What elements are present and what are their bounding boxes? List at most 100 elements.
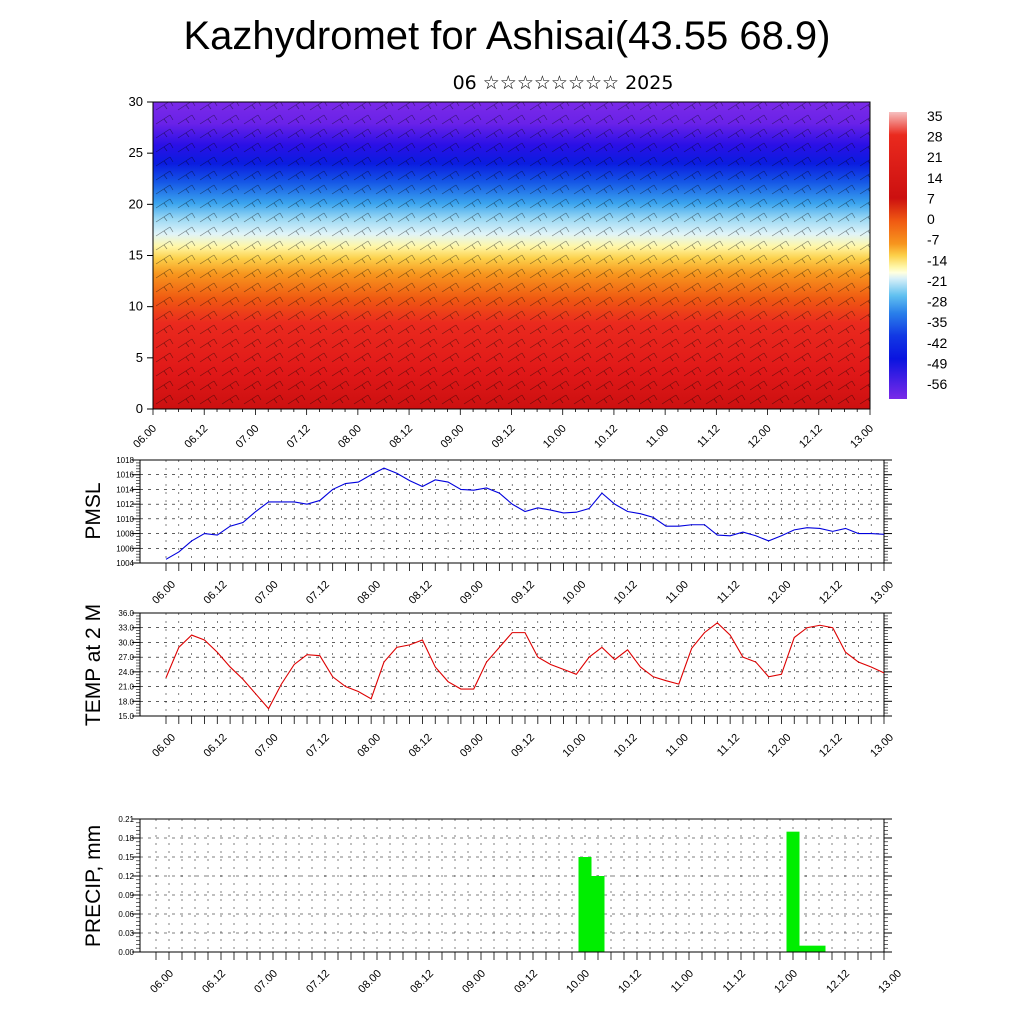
temp-x-tick-label: 09.12 [509,732,537,760]
pmsl-y-axis: 1004 1006 1008 1010 1012 1014 1016 1018 [116,456,892,568]
precip-x-tick-label: 13.00 [876,968,904,996]
cross-section-x-tick-label: 10.12 [592,423,620,451]
precip-y-tick-label: 0.12 [118,872,134,881]
cross-section-y-tick-label: 30 [129,94,143,109]
colorbar-labels: 35 28 21 14 7 0 -7 -14 -21 -28 -35 -42 -49 -56 [927,108,947,392]
precip-bar [799,945,813,952]
temp-x-tick-label: 09.00 [458,732,486,760]
colorbar-label: -28 [927,294,947,310]
pmsl-frame [139,459,885,564]
colorbar-label: -49 [927,355,947,371]
precip-y-tick-label: 0.03 [118,929,134,938]
temp-grid [140,612,885,717]
cross-section-x-tick-label: 09.12 [490,423,518,451]
temp-y-axis: 15.0 18.0 21.0 24.0 27.0 30.0 33.0 36.0 [118,609,892,721]
pmsl-y-tick-label: 1018 [116,456,134,465]
temp-panel: 15.018.021.024.027.030.033.036.0 06.00 06… [82,604,896,760]
precip-x-tick-label: 09.00 [460,968,488,996]
temp-x-tick-label: 06.00 [150,732,178,760]
wind-barbs-overlay [153,102,870,409]
precip-y-tick-label: 0.21 [118,815,134,824]
pmsl-y-tick-label: 1016 [116,471,134,480]
precip-frame [139,818,885,953]
temp-x-tick-label: 08.00 [355,732,383,760]
cross-section-y-tick-label: 5 [136,350,143,365]
precip-y-tick-label: 0.06 [118,910,134,919]
chart-subtitle: 06 ☆☆☆☆☆☆☆☆ 2025 [452,72,674,94]
precip-bar [591,876,605,952]
precip-x-tick-label: 11.00 [669,968,696,995]
pmsl-x-tick-label: 12.00 [766,579,794,607]
precip-x-tick-label: 07.12 [304,968,332,996]
temp-y-tick-label: 27.0 [118,653,134,662]
cross-section-x-tick-label: 07.12 [285,423,313,451]
precip-panel: 0.000.030.060.090.120.150.180.21 06.00 06… [82,815,904,996]
cross-section-x-tick-label: 08.00 [336,423,364,451]
precip-x-tick-label: 10.00 [564,968,592,996]
precip-y-axis: 0.00 0.03 0.06 0.09 0.12 0.15 0.18 0.21 [118,815,892,957]
cross-section-x-tick-label: 11.00 [644,423,671,450]
temp-x-axis: 06.00 06.12 07.00 07.12 08.00 08.12 09.00 09.12… [150,716,896,760]
colorbar-label: 35 [927,108,943,124]
cross-section-x-tick-label: 10.00 [541,423,569,451]
temp-y-label: TEMP at 2 M [82,604,105,726]
cross-section-y-axis: 0 5 10 15 20 25 30 [129,94,153,416]
precip-x-tick-label: 07.00 [252,968,280,996]
precip-bar [812,945,826,952]
pmsl-x-tick-label: 07.00 [253,579,281,607]
colorbar-label: -42 [927,335,947,351]
temp-x-tick-label: 12.12 [817,732,845,760]
precip-x-axis: 06.00 06.12 07.00 07.12 08.00 08.12 09.00 09.12… [148,952,904,996]
colorbar-label: 14 [927,170,943,186]
precip-x-tick-label: 09.12 [512,968,540,996]
pmsl-x-tick-label: 11.12 [715,579,742,606]
pmsl-y-tick-label: 1012 [116,500,134,509]
temp-x-tick-label: 12.00 [766,732,794,760]
pmsl-x-tick-label: 12.12 [817,579,845,607]
temp-x-tick-label: 07.00 [253,732,281,760]
precip-x-tick-label: 06.12 [200,968,228,996]
precip-bar [578,857,592,952]
pmsl-x-tick-label: 09.12 [509,579,537,607]
temp-y-tick-label: 30.0 [118,638,134,647]
precip-y-tick-label: 0.15 [118,853,134,862]
colorbar-label: -14 [927,252,947,268]
temp-y-tick-label: 33.0 [118,624,134,633]
pmsl-x-tick-label: 13.00 [868,579,896,607]
cross-section-y-tick-label: 20 [129,196,143,211]
temp-frame [139,612,885,717]
precip-y-tick-label: 0.09 [118,891,134,900]
colorbar: 35 28 21 14 7 0 -7 -14 -21 -28 -35 -42 -49 -56 [889,108,947,399]
pmsl-y-tick-label: 1008 [116,530,134,539]
temp-y-tick-label: 21.0 [118,683,134,692]
precip-bars [578,831,826,952]
precip-bar [786,831,800,952]
precip-y-label: PRECIP, mm [82,825,105,947]
cross-section-x-tick-label: 08.12 [387,423,415,451]
precip-grid [140,818,885,953]
temp-x-tick-label: 08.12 [407,732,435,760]
colorbar-ramp [889,112,907,399]
pmsl-y-tick-label: 1006 [116,544,134,553]
precip-y-tick-label: 0.00 [118,948,134,957]
cross-section-x-tick-label: 07.00 [234,423,262,451]
colorbar-label: 0 [927,211,935,227]
precip-x-tick-label: 12.00 [772,968,800,996]
chart-title: Kazhydromet for Ashisai(43.55 68.9) [183,14,831,58]
pmsl-y-tick-label: 1004 [116,559,134,568]
temp-x-tick-label: 11.00 [664,732,691,759]
precip-x-tick-label: 12.12 [824,968,852,996]
cross-section-x-axis: 06.00 06.12 07.00 07.12 08.00 08.12 09.00 09.12… [131,409,876,451]
pmsl-x-tick-label: 06.00 [150,579,178,607]
cross-section-y-tick-label: 10 [129,299,143,314]
temp-x-tick-label: 10.12 [612,732,640,760]
precip-x-tick-label: 10.12 [616,968,644,996]
pmsl-y-tick-label: 1010 [116,515,134,524]
temp-y-tick-label: 15.0 [118,712,134,721]
pmsl-x-tick-label: 08.12 [407,579,435,607]
pmsl-x-axis: 06.00 06.12 07.00 07.12 08.00 08.12 09.00 09.12… [150,563,896,607]
temp-y-tick-label: 36.0 [118,609,134,618]
temp-x-tick-label: 11.12 [715,732,742,759]
cross-section-x-tick-label: 06.00 [131,423,159,451]
